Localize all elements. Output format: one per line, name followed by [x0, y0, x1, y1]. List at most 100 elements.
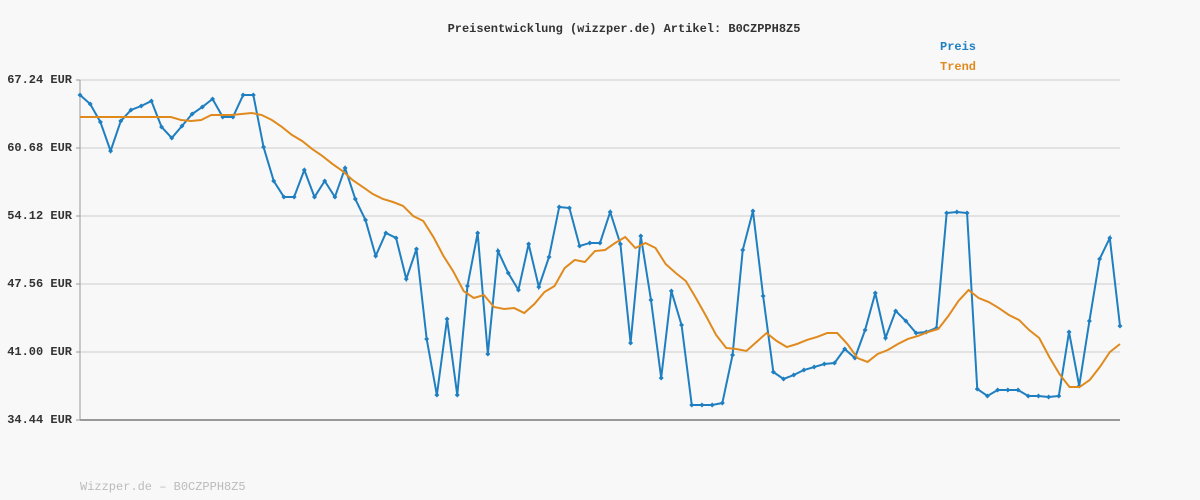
y-tick-label: 41.00 EUR [7, 345, 73, 359]
point [362, 217, 368, 223]
point [872, 290, 878, 296]
point [954, 209, 960, 215]
point [444, 316, 450, 322]
point [862, 327, 868, 333]
point [291, 194, 297, 200]
point [944, 210, 950, 216]
legend-label: Preis [940, 40, 976, 54]
point [984, 393, 990, 399]
footer: Wizzper.de – B0CZPPH8Z5 [80, 480, 246, 494]
point [617, 241, 623, 247]
chart-title: Preisentwicklung (wizzper.de) Artikel: B… [448, 22, 801, 36]
point [791, 372, 797, 378]
legend-label: Trend [940, 60, 976, 74]
point [709, 402, 715, 408]
point [77, 92, 83, 98]
point [495, 248, 501, 254]
point [556, 204, 562, 210]
point [668, 288, 674, 294]
point [179, 123, 185, 129]
point [607, 209, 613, 215]
point [1005, 387, 1011, 393]
point [903, 318, 909, 324]
point [740, 247, 746, 253]
point [964, 210, 970, 216]
point [679, 322, 685, 328]
point [628, 340, 634, 346]
point [342, 165, 348, 171]
point [638, 233, 644, 239]
point [974, 386, 980, 392]
point [699, 402, 705, 408]
point [87, 101, 93, 107]
point [464, 283, 470, 289]
point [199, 104, 205, 110]
point [577, 243, 583, 249]
point [1097, 256, 1103, 262]
point [210, 96, 216, 102]
point [403, 276, 409, 282]
y-tick-label: 34.44 EUR [7, 413, 73, 427]
point [261, 144, 267, 150]
y-tick-label: 47.56 EUR [7, 277, 73, 291]
point [546, 254, 552, 260]
point [281, 194, 287, 200]
point [995, 387, 1001, 393]
point [1015, 387, 1021, 393]
point [1025, 393, 1031, 399]
point [882, 335, 888, 341]
point [893, 308, 899, 314]
point [515, 287, 521, 293]
point [413, 246, 419, 252]
point [689, 402, 695, 408]
point [454, 392, 460, 398]
point [250, 92, 256, 98]
point [108, 148, 114, 154]
point [169, 135, 175, 141]
y-tick-label: 54.12 EUR [7, 209, 73, 223]
point [322, 178, 328, 184]
point [536, 284, 542, 290]
point [526, 241, 532, 247]
point [821, 361, 827, 367]
y-tick-label: 67.24 EUR [7, 73, 73, 87]
point [1086, 318, 1092, 324]
point [730, 352, 736, 358]
point [373, 253, 379, 259]
point [118, 118, 124, 124]
point [434, 392, 440, 398]
point [383, 230, 389, 236]
point [587, 240, 593, 246]
point [811, 364, 817, 370]
point [1117, 323, 1123, 329]
point [1056, 393, 1062, 399]
point [240, 92, 246, 98]
point [1035, 393, 1041, 399]
point [781, 376, 787, 382]
point [1046, 394, 1052, 400]
point [597, 240, 603, 246]
point [475, 230, 481, 236]
point [566, 205, 572, 211]
y-tick-label: 60.68 EUR [7, 141, 73, 155]
point [719, 400, 725, 406]
point [159, 124, 165, 130]
point [750, 208, 756, 214]
point [648, 297, 654, 303]
point [352, 196, 358, 202]
point [138, 103, 144, 109]
point [1107, 235, 1113, 241]
point [189, 111, 195, 117]
point [832, 360, 838, 366]
point [312, 194, 318, 200]
point [301, 167, 307, 173]
point [424, 336, 430, 342]
point [332, 194, 338, 200]
point [485, 351, 491, 357]
point [505, 270, 511, 276]
point [913, 330, 919, 336]
point [97, 119, 103, 125]
point [801, 367, 807, 373]
point [770, 369, 776, 375]
